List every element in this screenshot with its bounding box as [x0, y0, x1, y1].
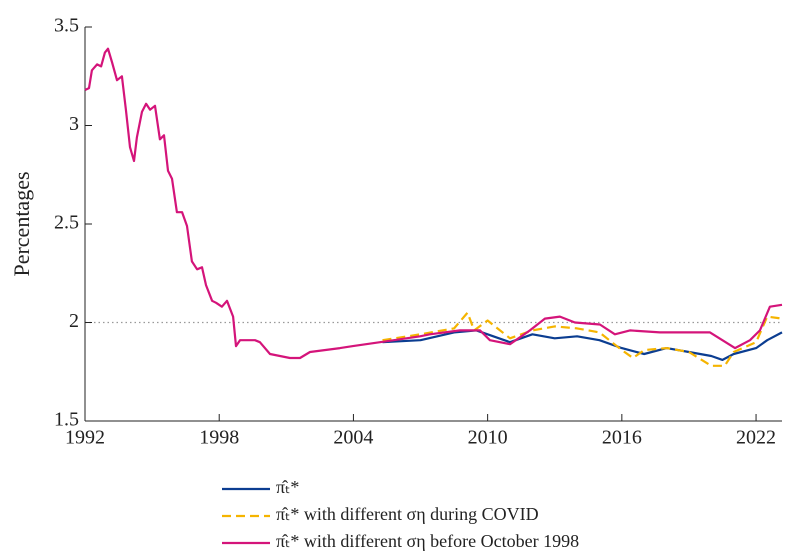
legend-label: π̂ₜ* with different ση before October 19… [276, 531, 579, 551]
series-line [382, 311, 783, 367]
y-tick-label: 2.5 [54, 212, 79, 234]
x-tick-label: 1992 [65, 427, 105, 449]
y-tick-label: 3 [69, 113, 79, 135]
x-tick-label: 2004 [333, 427, 373, 449]
y-tick-label: 1.5 [54, 409, 79, 431]
y-tick-label: 2 [69, 310, 79, 332]
x-tick-label: 1998 [199, 427, 239, 449]
legend-label: π̂ₜ* [276, 477, 299, 497]
y-axis-label: Percentages [9, 171, 34, 276]
legend-label: π̂ₜ* with different ση during COVID [276, 504, 539, 524]
y-tick-label: 3.5 [54, 15, 79, 37]
series-line [84, 47, 783, 360]
x-tick-label: 2010 [468, 427, 508, 449]
series-line [382, 329, 783, 361]
x-tick-label: 2016 [602, 427, 642, 449]
x-tick-label: 2022 [736, 427, 776, 449]
